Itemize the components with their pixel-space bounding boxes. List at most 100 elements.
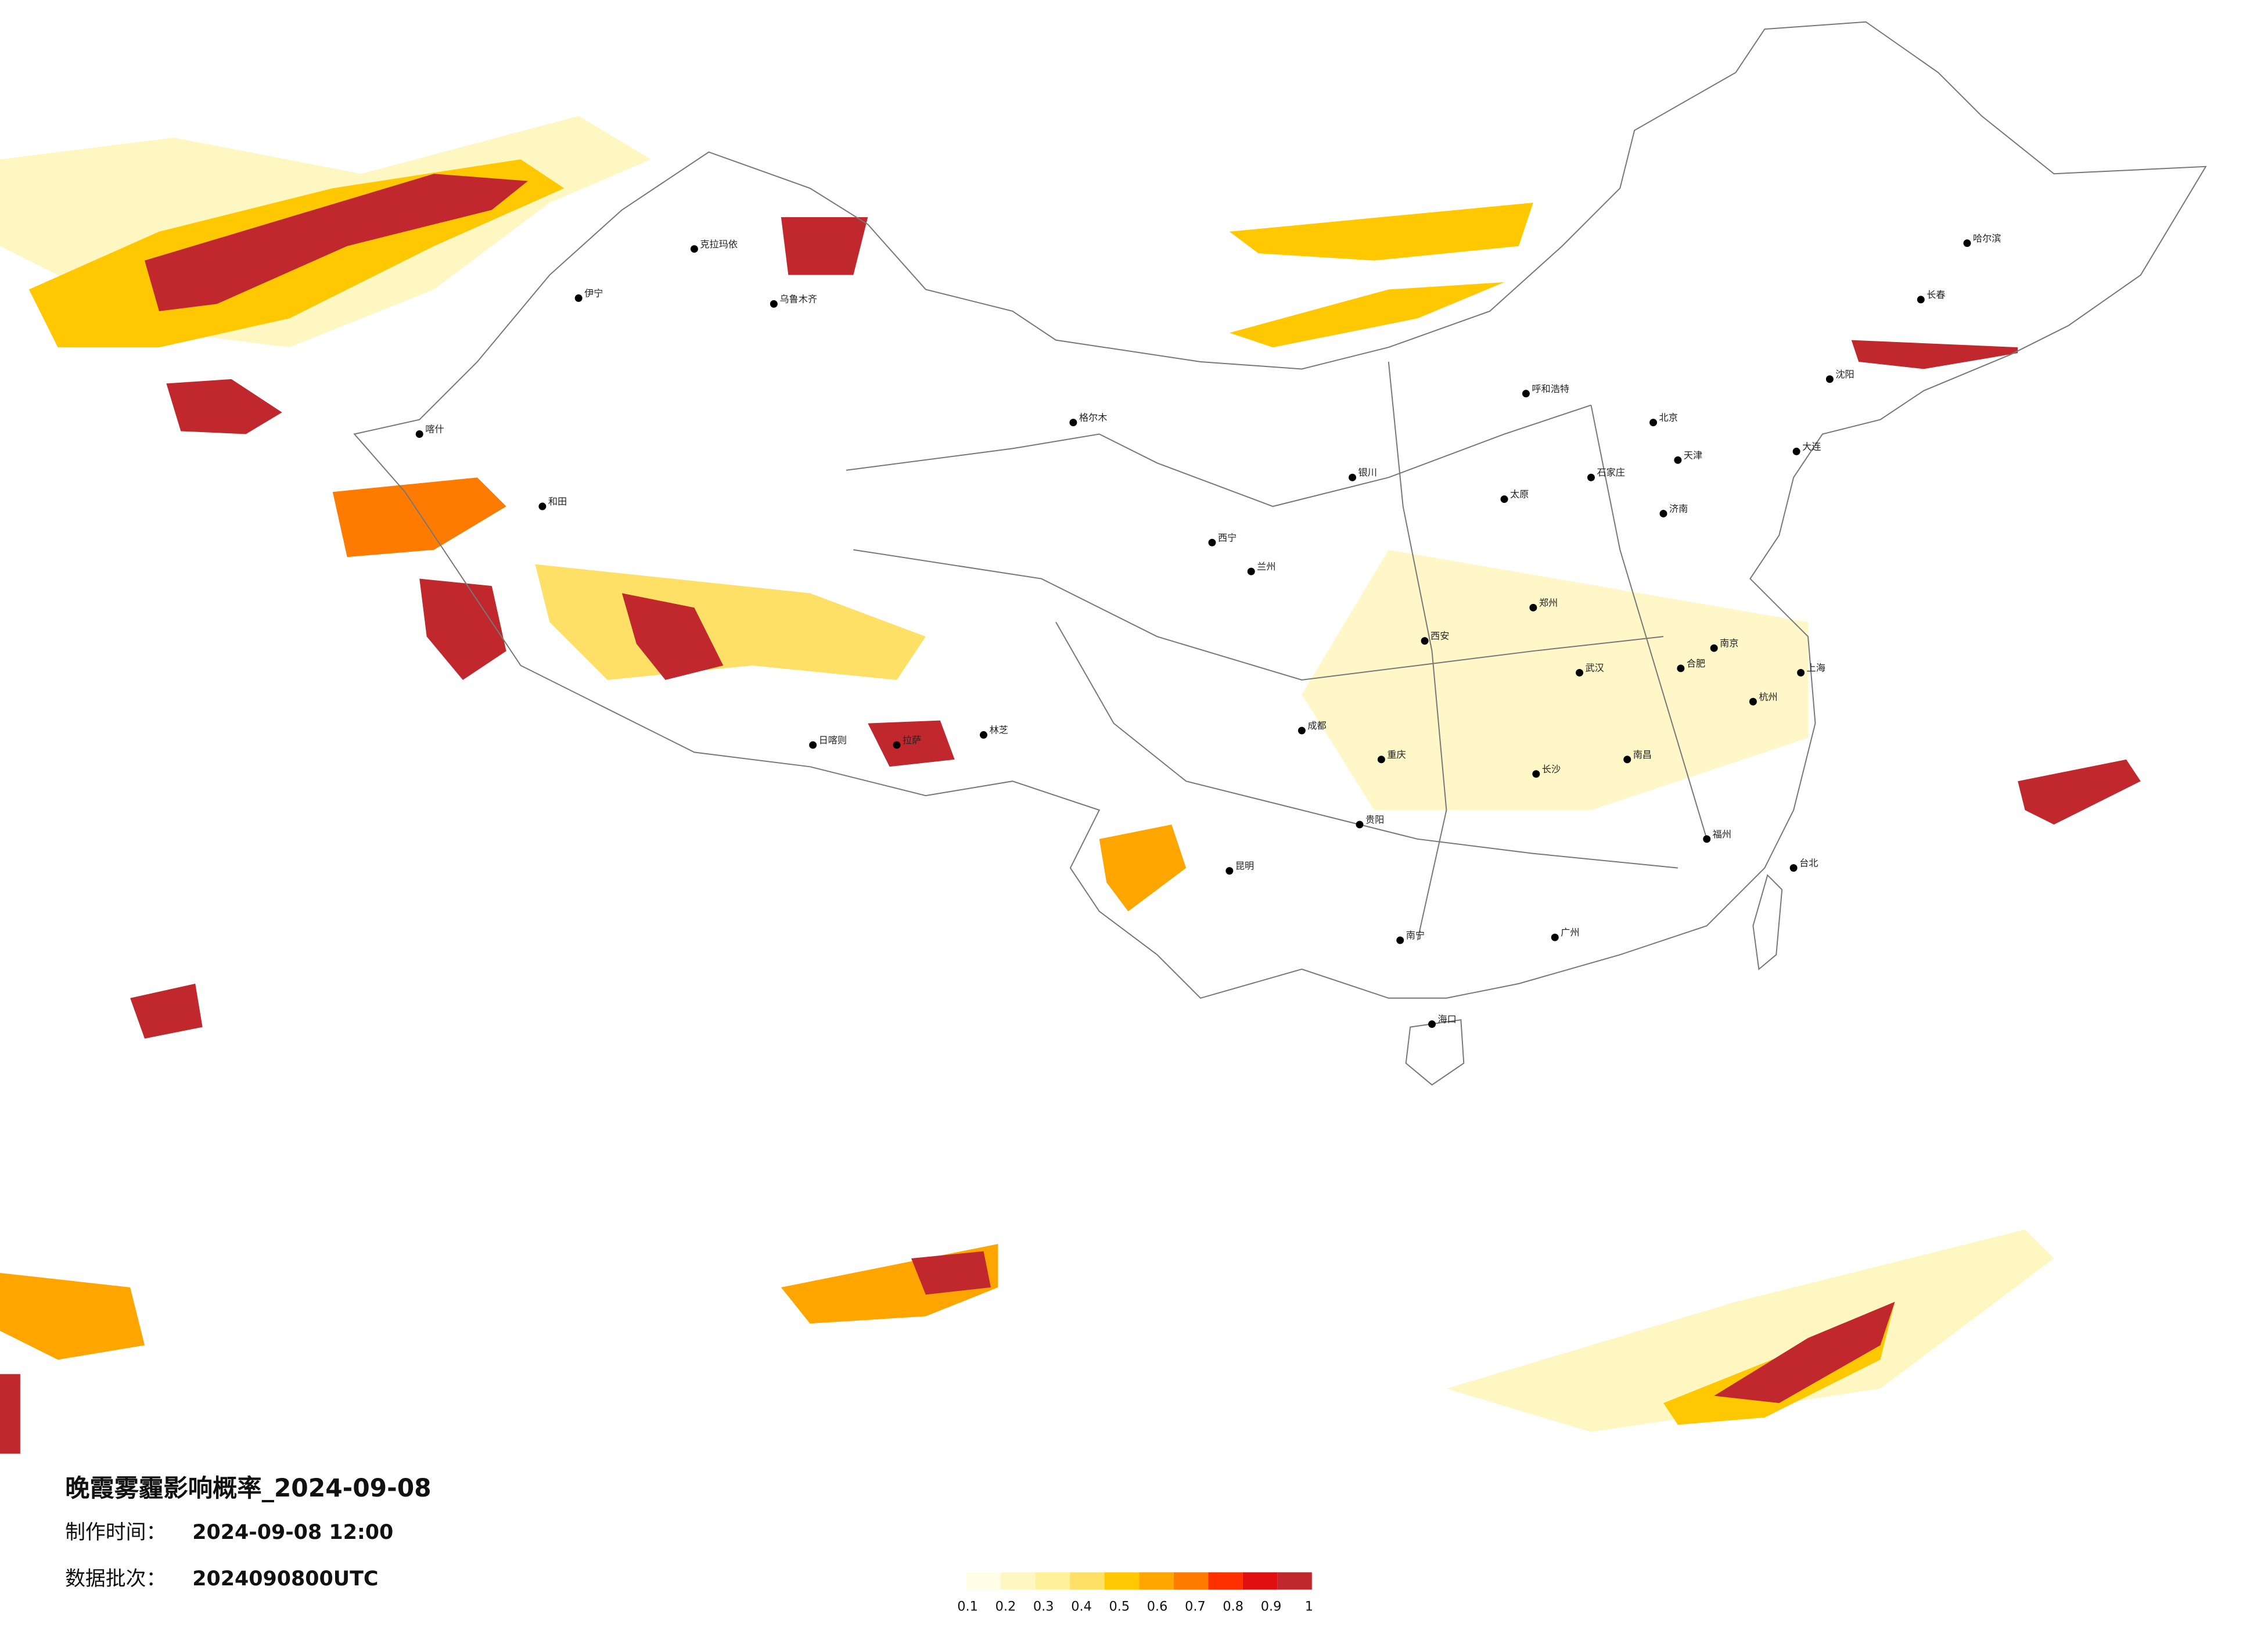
city-dot <box>1659 510 1667 517</box>
legend-swatch <box>966 1572 1001 1590</box>
city-label: 哈尔滨 <box>1973 233 2001 244</box>
city-dot <box>1963 239 1971 247</box>
city-label: 拉萨 <box>903 735 921 746</box>
city-dot <box>1522 390 1530 398</box>
city-dot <box>1247 567 1255 575</box>
city-label: 南昌 <box>1633 749 1652 760</box>
city-label: 郑州 <box>1539 597 1558 608</box>
legend-swatch <box>1070 1572 1105 1590</box>
city-dot <box>1356 821 1364 829</box>
city-dot <box>538 502 547 510</box>
map-title: 晚霞雾霾影响概率_2024-09-08 <box>65 1474 432 1502</box>
haze-patch <box>911 1251 991 1295</box>
legend-swatch <box>1001 1572 1036 1590</box>
city-label: 昆明 <box>1235 861 1254 872</box>
city-dot <box>1797 668 1805 677</box>
legend-tick-label: 0.8 <box>1223 1599 1243 1614</box>
city-label: 日喀则 <box>819 735 847 746</box>
city-label: 兰州 <box>1257 561 1275 572</box>
city-dot <box>1623 756 1631 764</box>
legend-tick-label: 0.9 <box>1261 1599 1282 1614</box>
city-dot <box>415 430 423 438</box>
haze-patch <box>1302 549 1809 811</box>
legend-tick-label: 0.7 <box>1185 1599 1206 1614</box>
province-line <box>846 361 1708 941</box>
made-time-label: 制作时间： <box>65 1521 166 1544</box>
city-label: 林芝 <box>989 725 1008 736</box>
city-label: 沈阳 <box>1835 369 1854 380</box>
city-dot <box>980 731 987 739</box>
city-dot <box>1551 933 1559 941</box>
city-label: 重庆 <box>1387 749 1406 760</box>
legend-swatch <box>1035 1572 1070 1590</box>
city-dot <box>1792 447 1800 455</box>
legend: 0.1 0.2 0.3 0.4 0.5 0.6 0.7 0.8 0.9 1 <box>957 1572 1313 1614</box>
city-label: 克拉玛依 <box>700 239 738 250</box>
city-dot <box>1297 726 1306 735</box>
city-label: 西宁 <box>1218 532 1237 543</box>
city-dot <box>1532 770 1540 778</box>
city-label: 喀什 <box>425 424 444 435</box>
city-label: 北京 <box>1659 412 1678 423</box>
haze-patch <box>332 477 506 557</box>
haze-patch <box>781 217 868 275</box>
city-label: 大连 <box>1802 441 1821 452</box>
city-dot <box>770 300 778 308</box>
legend-swatch <box>1208 1572 1243 1590</box>
city-dot <box>1710 644 1718 652</box>
city-dot <box>1428 1020 1436 1028</box>
legend-tick-label: 0.1 <box>957 1599 978 1614</box>
city-label: 济南 <box>1669 503 1688 515</box>
city-label: 成都 <box>1307 720 1326 731</box>
city-dot <box>574 294 583 302</box>
city-dot <box>1349 473 1357 481</box>
city-label: 武汉 <box>1586 662 1604 673</box>
city-label: 南宁 <box>1406 930 1425 941</box>
haze-patch <box>130 983 203 1039</box>
legend-tick-label: 0.3 <box>1033 1599 1054 1614</box>
city-dot <box>1749 697 1757 706</box>
city-dot <box>1529 603 1537 611</box>
legend-tick-label: 0.4 <box>1071 1599 1092 1614</box>
island-outline <box>1405 1019 1465 1086</box>
city-label: 贵阳 <box>1365 814 1384 825</box>
city-label: 天津 <box>1684 449 1702 461</box>
legend-tick-label: 0.5 <box>1109 1599 1130 1614</box>
legend-tick-label: 0.2 <box>995 1599 1016 1614</box>
city-dot <box>1421 637 1429 645</box>
city-label: 和田 <box>548 496 567 507</box>
city-label: 广州 <box>1561 927 1579 938</box>
city-label: 太原 <box>1510 489 1529 500</box>
country-outline <box>353 21 2207 999</box>
legend-tick-label: 1 <box>1305 1599 1313 1614</box>
city-dot <box>1396 936 1404 944</box>
city-dot <box>1377 756 1385 764</box>
city-label: 银川 <box>1358 467 1377 478</box>
city-label: 乌鲁木齐 <box>779 293 817 304</box>
city-dot <box>1789 864 1798 872</box>
city-label: 杭州 <box>1759 691 1777 702</box>
city-dot <box>1917 296 1925 304</box>
city-label: 石家庄 <box>1597 467 1625 478</box>
city-dot <box>1703 835 1711 843</box>
city-label: 台北 <box>1799 858 1818 869</box>
haze-patch <box>0 1272 145 1360</box>
city-label: 格尔木 <box>1079 412 1108 423</box>
city-dot <box>1677 664 1685 672</box>
city-label: 长春 <box>1926 289 1945 300</box>
city-dot <box>809 741 817 749</box>
batch: 2024090800UTC <box>192 1567 378 1591</box>
legend-swatch <box>1173 1572 1209 1590</box>
haze-patch <box>1446 1229 2054 1432</box>
city-label: 西安 <box>1430 631 1449 642</box>
city-label: 长沙 <box>1542 764 1561 775</box>
city-dot <box>1825 375 1834 383</box>
city-label: 呼和浩特 <box>1532 383 1569 394</box>
haze-patch <box>868 720 955 767</box>
city-label: 合肥 <box>1687 658 1705 669</box>
legend-swatch <box>1104 1572 1140 1590</box>
city-dot <box>1674 456 1682 464</box>
